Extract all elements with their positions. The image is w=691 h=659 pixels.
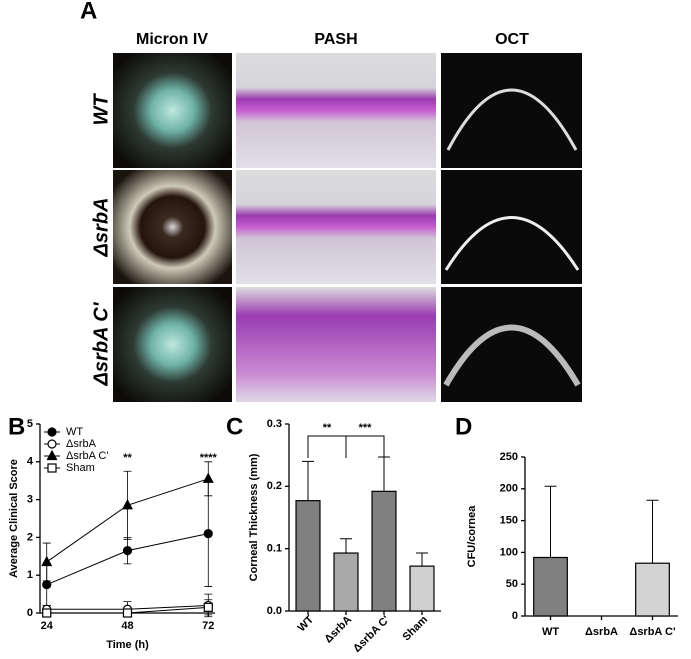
x-tick-label: 24 [41, 620, 54, 632]
row-label: ΔsrbA C' [90, 301, 112, 386]
significance: **** [200, 452, 218, 464]
bar [295, 500, 321, 612]
y-tick-label: 0.1 [267, 543, 282, 555]
panel-letter: A [80, 0, 97, 24]
y-tick-label: 5 [27, 418, 33, 430]
y-tick-label: 200 [500, 483, 518, 495]
y-tick-label: 1 [27, 569, 33, 581]
x-tick-label: WT [296, 613, 317, 634]
y-tick-label: 100 [500, 546, 518, 558]
significance: *** [359, 422, 373, 434]
micron-image [113, 53, 232, 168]
y-tick-label: 150 [500, 515, 518, 527]
legend-marker [46, 449, 58, 461]
y-tick-label: 250 [500, 451, 518, 463]
pash-image [236, 53, 436, 168]
y-axis-label: CFU/cornea [466, 505, 478, 568]
column-title: OCT [495, 31, 529, 48]
y-tick-label: 50 [506, 578, 518, 590]
error-bar [340, 538, 352, 554]
bar [371, 490, 397, 612]
micron-image [113, 287, 232, 402]
data-point [203, 602, 213, 612]
x-tick-label: 48 [121, 620, 133, 632]
legend-label: Sham [66, 462, 95, 474]
data-point [42, 580, 52, 590]
data-point [122, 608, 133, 618]
oct-image [441, 287, 582, 402]
legend-label: ΔsrbA C' [66, 450, 108, 462]
x-tick-label: ΔsrbA C' [629, 626, 676, 638]
y-tick-label: 0.3 [267, 418, 282, 430]
bar [533, 556, 568, 617]
column-title: Micron IV [136, 31, 208, 48]
y-tick-label: 2 [27, 531, 33, 543]
oct-arc [443, 324, 581, 387]
bar [409, 565, 435, 612]
data-point [122, 498, 133, 510]
row-label: ΔsrbA [90, 198, 112, 258]
image-grid [113, 53, 582, 402]
panel-letter: B [8, 413, 25, 440]
error-bar [544, 485, 557, 558]
panel-letter: C [226, 413, 243, 440]
oct-image [441, 53, 582, 168]
x-tick-label: ΔsrbA [585, 626, 618, 638]
oct-image [441, 170, 582, 284]
legend-marker [47, 439, 57, 449]
error-bar [302, 460, 314, 501]
data-point [122, 546, 133, 556]
error-bar [416, 552, 428, 567]
significance-bracket [345, 435, 385, 458]
y-axis-label: Average Clinical Score [8, 459, 20, 578]
data-point [41, 555, 53, 567]
x-tick-label: ΔsrbA C' [351, 613, 392, 654]
legend-label: ΔsrbA [66, 438, 97, 450]
oct-arc [446, 88, 578, 151]
panel-letter: D [455, 413, 472, 440]
legend-marker [47, 427, 57, 437]
legend-label: WT [66, 426, 83, 438]
y-tick-label: 0.0 [267, 605, 282, 617]
pash-image [236, 170, 436, 284]
x-axis-label: Time (h) [106, 639, 149, 651]
x-tick-label: Sham [400, 614, 430, 644]
x-tick-label: WT [542, 626, 559, 638]
y-tick-label: 0 [27, 607, 33, 619]
y-axis-label: Corneal Thickness (mm) [248, 453, 260, 581]
x-tick-label: 72 [202, 620, 214, 632]
error-bar [646, 499, 659, 564]
significance: ** [123, 452, 132, 464]
legend-marker [47, 463, 57, 473]
y-tick-label: 3 [27, 494, 33, 506]
column-title: PASH [314, 31, 357, 48]
significance-bracket [307, 435, 347, 458]
y-tick-label: 4 [27, 456, 34, 468]
bar [635, 562, 670, 617]
oct-arc [444, 216, 580, 271]
y-tick-label: 0 [512, 610, 518, 622]
data-point [202, 472, 214, 483]
error-bar [378, 456, 390, 492]
significance: ** [323, 422, 332, 434]
row-label: WT [90, 93, 112, 126]
micron-image [113, 170, 232, 284]
y-tick-label: 0.2 [267, 480, 282, 492]
bar [333, 552, 359, 612]
data-point [203, 529, 213, 539]
pash-image [236, 287, 436, 402]
x-tick-label: ΔsrbA [322, 614, 354, 646]
data-point [42, 608, 52, 618]
